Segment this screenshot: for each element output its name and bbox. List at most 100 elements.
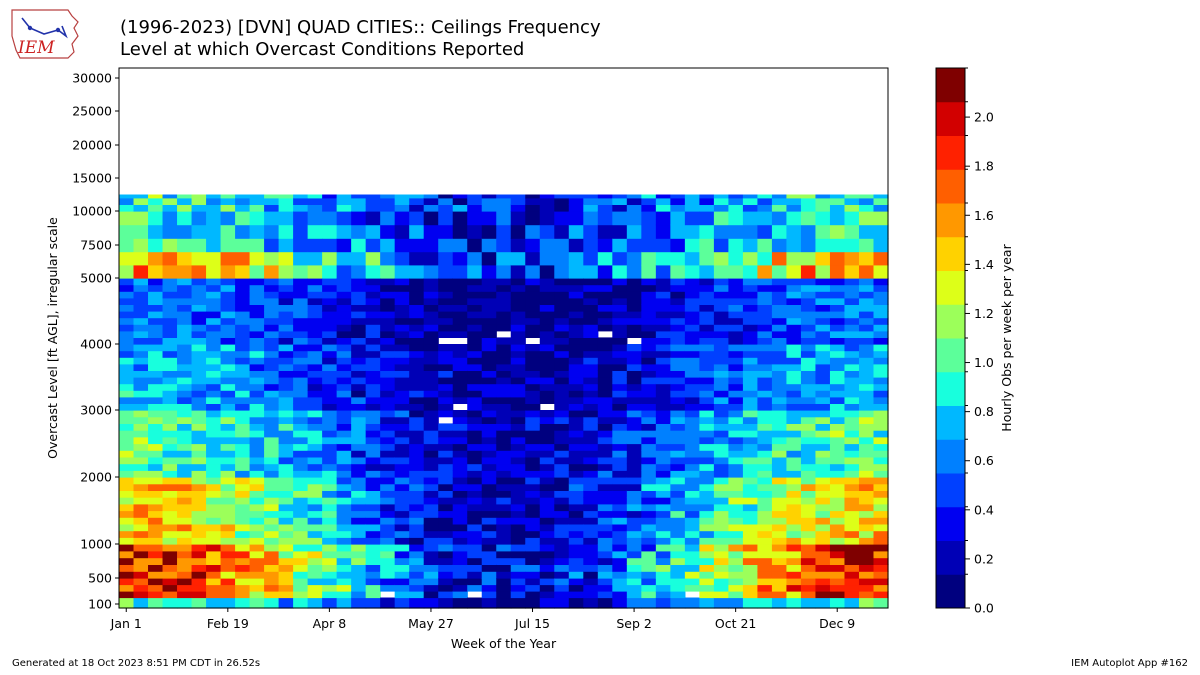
heatmap-cell — [394, 344, 410, 352]
heatmap-cell — [713, 357, 729, 365]
heatmap-cell — [394, 291, 410, 299]
heatmap-cell — [684, 416, 700, 424]
heatmap-cell — [670, 304, 686, 312]
heatmap-cell — [365, 344, 381, 352]
heatmap-cell — [771, 557, 788, 565]
heatmap-cell — [365, 571, 381, 579]
heatmap-cell — [655, 456, 671, 465]
heatmap-cell — [626, 490, 642, 498]
heatmap-cell — [452, 537, 468, 545]
heatmap-cell — [568, 304, 584, 312]
heatmap-cell — [728, 317, 744, 325]
heatmap-cell — [162, 337, 178, 345]
heatmap-cell — [467, 571, 483, 579]
heatmap-cell — [481, 291, 497, 299]
heatmap-cell — [873, 324, 889, 332]
heatmap-cell — [771, 297, 788, 305]
heatmap-cell — [583, 403, 599, 411]
heatmap-cell — [438, 383, 454, 391]
heatmap-cell — [597, 470, 613, 478]
heatmap-cell — [829, 204, 846, 212]
heatmap-cell — [365, 264, 381, 279]
heatmap-cell — [162, 517, 178, 525]
colorbar-tick-label: 2.0 — [974, 110, 994, 125]
heatmap-cell — [525, 591, 541, 599]
heatmap-cell — [612, 410, 628, 418]
heatmap-cell — [626, 410, 642, 418]
heatmap-cell — [510, 383, 526, 391]
heatmap-cell — [322, 344, 338, 352]
heatmap-cell — [467, 483, 483, 491]
heatmap-cell — [670, 377, 686, 385]
heatmap-cell — [336, 544, 352, 552]
heatmap-cell — [467, 264, 483, 279]
heatmap-cell — [235, 350, 251, 358]
heatmap-cell — [626, 430, 642, 438]
heatmap-cell — [307, 423, 323, 431]
heatmap-cell — [278, 350, 294, 358]
heatmap-cell — [786, 430, 802, 438]
heatmap-cell — [380, 416, 396, 424]
heatmap-cell — [162, 297, 178, 305]
heatmap-cell — [162, 584, 178, 592]
heatmap-cell — [815, 463, 831, 471]
heatmap-cell — [713, 584, 729, 592]
heatmap-cell — [438, 517, 454, 525]
heatmap-cell — [655, 311, 671, 319]
heatmap-cell — [133, 238, 149, 253]
heatmap-cell — [380, 251, 396, 266]
heatmap-cell — [699, 197, 715, 205]
heatmap-cell — [742, 436, 759, 445]
heatmap-cell — [568, 383, 584, 391]
heatmap-cell — [307, 477, 323, 485]
heatmap-cell — [307, 297, 323, 305]
heatmap-cell — [626, 264, 642, 279]
heatmap-cell — [467, 396, 483, 404]
heatmap-cell — [162, 591, 178, 599]
heatmap-cell — [757, 503, 773, 512]
heatmap-cell — [670, 211, 686, 226]
heatmap-cell — [597, 456, 613, 465]
heatmap-cell — [293, 197, 309, 205]
heatmap-cell — [177, 443, 193, 451]
heatmap-cell — [162, 463, 178, 471]
heatmap-cell — [249, 224, 265, 239]
heatmap-cell — [525, 443, 541, 451]
heatmap-cell — [481, 403, 497, 411]
heatmap-cell — [119, 463, 135, 471]
heatmap-cell — [554, 357, 570, 365]
heatmap-cell — [554, 211, 570, 226]
heatmap-cell — [206, 416, 222, 424]
heatmap-cell — [800, 377, 817, 385]
heatmap-cell — [423, 530, 439, 538]
heatmap-cell — [336, 456, 352, 465]
heatmap-cell — [829, 278, 846, 286]
heatmap-cell — [191, 578, 207, 586]
heatmap-cell — [568, 377, 584, 385]
heatmap-cell — [873, 284, 889, 292]
heatmap-cell — [278, 550, 294, 559]
heatmap-cell — [264, 597, 280, 609]
heatmap-cell — [699, 396, 715, 404]
heatmap-cell — [249, 443, 265, 451]
heatmap-cell — [583, 550, 599, 559]
heatmap-cell — [568, 517, 584, 525]
heatmap-cell — [365, 297, 381, 305]
heatmap-cell — [177, 490, 193, 498]
heatmap-cell — [293, 251, 309, 266]
heatmap-cell — [278, 557, 294, 565]
heatmap-cell — [249, 396, 265, 404]
heatmap-cell — [133, 224, 149, 239]
heatmap-cell — [423, 463, 439, 471]
heatmap-cell — [148, 503, 164, 512]
heatmap-cell — [235, 443, 251, 451]
heatmap-cell — [394, 278, 410, 286]
heatmap-cell — [133, 517, 149, 525]
heatmap-cell — [249, 278, 265, 286]
heatmap-cell — [800, 363, 817, 371]
heatmap-cell — [162, 304, 178, 312]
colorbar-segment — [936, 506, 965, 541]
heatmap-cell — [177, 497, 193, 505]
heatmap-cell — [539, 317, 555, 325]
heatmap-cell — [264, 377, 280, 385]
